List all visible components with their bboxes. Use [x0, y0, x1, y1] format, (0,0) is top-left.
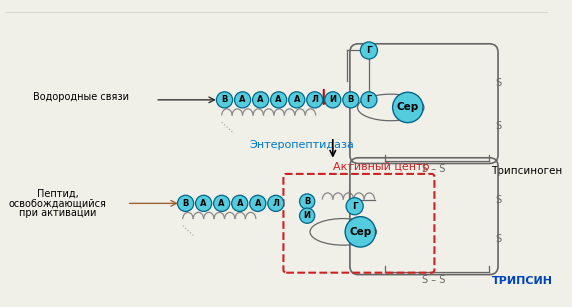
Text: S: S — [495, 122, 501, 131]
Circle shape — [300, 194, 315, 209]
Text: Л: Л — [272, 199, 279, 208]
Text: А: А — [239, 95, 246, 104]
Text: при активации: при активации — [19, 208, 96, 218]
Circle shape — [346, 198, 363, 215]
Text: S – S: S – S — [422, 275, 445, 285]
Text: А: А — [276, 95, 282, 104]
Text: Активный центр: Активный центр — [333, 162, 430, 172]
Circle shape — [289, 92, 305, 108]
Text: Г: Г — [352, 202, 358, 211]
Circle shape — [196, 195, 212, 212]
Circle shape — [361, 92, 377, 108]
Text: S: S — [495, 78, 501, 88]
Circle shape — [325, 92, 341, 108]
Text: Пептид,: Пептид, — [37, 189, 78, 199]
Text: Л: Л — [311, 95, 318, 104]
Circle shape — [268, 195, 284, 212]
Circle shape — [271, 92, 287, 108]
Circle shape — [345, 217, 376, 247]
Text: S: S — [495, 195, 501, 204]
Text: В: В — [304, 197, 311, 206]
Circle shape — [300, 208, 315, 223]
Text: Сер: Сер — [397, 103, 419, 112]
Circle shape — [307, 92, 323, 108]
Circle shape — [235, 92, 251, 108]
Text: А: А — [257, 95, 264, 104]
Text: А: А — [236, 199, 243, 208]
Text: Трипсиноген: Трипсиноген — [491, 166, 563, 176]
Circle shape — [392, 92, 423, 122]
Text: В: В — [182, 199, 189, 208]
Text: Г: Г — [366, 95, 371, 104]
Text: Водородные связи: Водородные связи — [33, 92, 129, 102]
Text: А: А — [219, 199, 225, 208]
Circle shape — [216, 92, 233, 108]
Text: В: В — [348, 95, 354, 104]
Circle shape — [343, 92, 359, 108]
Text: И: И — [304, 211, 311, 220]
Circle shape — [360, 42, 378, 59]
Text: S – S: S – S — [422, 164, 445, 174]
Text: освобождающийся: освобождающийся — [9, 198, 106, 208]
Text: ТРИПСИН: ТРИПСИН — [491, 277, 553, 286]
Text: И: И — [329, 95, 336, 104]
Circle shape — [213, 195, 230, 212]
Text: А: А — [293, 95, 300, 104]
Circle shape — [253, 92, 269, 108]
Circle shape — [250, 195, 266, 212]
Text: А: А — [200, 199, 207, 208]
Text: Энтеропептидаза: Энтеропептидаза — [249, 140, 354, 150]
Text: А: А — [255, 199, 261, 208]
Circle shape — [177, 195, 194, 212]
Text: S: S — [495, 235, 501, 244]
Text: Сер: Сер — [349, 227, 371, 237]
Text: Г: Г — [366, 46, 372, 55]
Text: В: В — [221, 95, 228, 104]
Circle shape — [232, 195, 248, 212]
